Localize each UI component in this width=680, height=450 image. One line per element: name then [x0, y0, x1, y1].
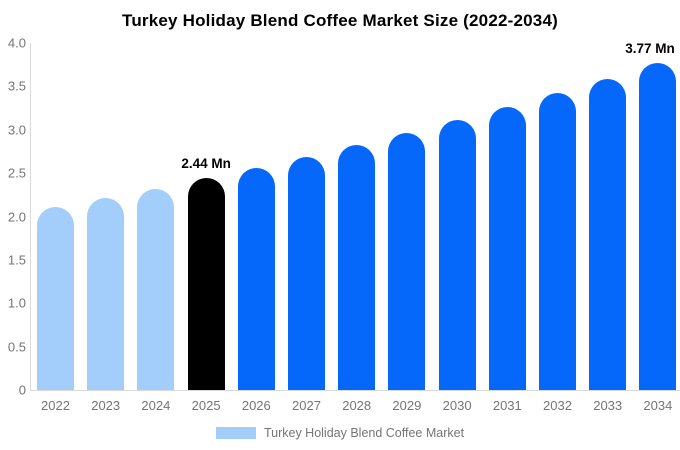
- bar-2029[interactable]: [388, 133, 426, 390]
- x-axis-label-2025: 2025: [191, 398, 221, 413]
- x-axis-label-2024: 2024: [141, 398, 171, 413]
- y-axis-tick-2.0: 2.0: [7, 209, 26, 224]
- y-axis-line: [30, 43, 31, 390]
- y-axis-tick-1.0: 1.0: [7, 295, 26, 311]
- bar-2030[interactable]: [438, 120, 476, 390]
- bar-2033[interactable]: [589, 78, 627, 390]
- x-axis-label-2028: 2028: [342, 398, 372, 413]
- data-label-2034: 3.77 Mn: [625, 40, 675, 56]
- bar-2022[interactable]: [37, 207, 74, 390]
- y-axis-tick-0.5: 0.5: [7, 339, 26, 355]
- legend-swatch-icon: [215, 427, 256, 439]
- y-axis-tick-2.5: 2.5: [7, 165, 26, 181]
- bar-2028[interactable]: [338, 145, 376, 390]
- y-axis-tick-1.5: 1.5: [7, 252, 26, 268]
- bar-2031[interactable]: [488, 107, 526, 390]
- legend[interactable]: Turkey Holiday Blend Coffee Market: [0, 426, 680, 440]
- bar-2025[interactable]: [187, 178, 225, 390]
- x-axis-label-2022: 2022: [41, 398, 70, 413]
- x-axis-label-2031: 2031: [492, 398, 522, 413]
- y-axis-tick-0: 0: [18, 382, 26, 398]
- y-axis-tick-3.5: 3.5: [7, 78, 26, 94]
- bar-2027[interactable]: [288, 156, 325, 390]
- x-axis-line: [30, 390, 680, 391]
- x-axis-label-2029: 2029: [392, 398, 422, 413]
- bar-2024[interactable]: [137, 188, 175, 390]
- bar-2026[interactable]: [237, 167, 275, 390]
- x-axis-label-2027: 2027: [292, 398, 321, 413]
- y-axis-tick-3.0: 3.0: [7, 122, 26, 138]
- chart-title: Turkey Holiday Blend Coffee Market Size …: [122, 11, 558, 30]
- x-axis-label-2026: 2026: [241, 398, 271, 413]
- bar-2032[interactable]: [539, 93, 576, 390]
- x-axis-label-2023: 2023: [91, 398, 121, 413]
- data-label-2025: 2.44 Mn: [181, 156, 231, 172]
- x-axis-label-2030: 2030: [442, 398, 472, 413]
- bar-2034[interactable]: [639, 63, 677, 390]
- x-axis-label-2032: 2032: [543, 398, 572, 413]
- x-axis-label-2034: 2034: [643, 398, 673, 413]
- bar-2023[interactable]: [87, 198, 125, 390]
- y-axis-tick-4.0: 4.0: [7, 35, 26, 51]
- legend-label: Turkey Holiday Blend Coffee Market: [263, 426, 465, 440]
- x-axis-label-2033: 2033: [593, 398, 623, 413]
